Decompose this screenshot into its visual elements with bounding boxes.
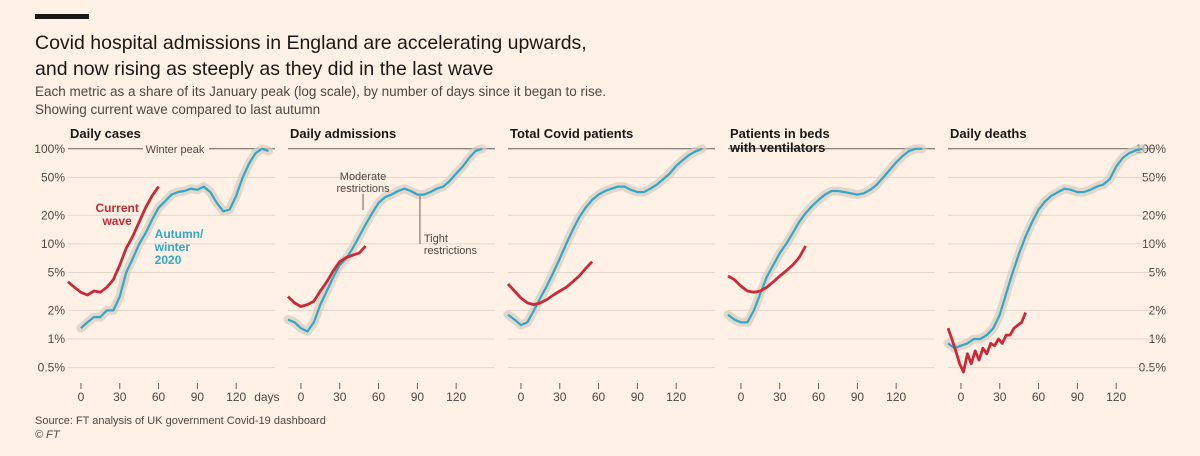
series-line-autumn-winter-2020 — [947, 147, 1143, 350]
y-tick-label-left: 100% — [34, 142, 65, 156]
x-tick-label: 60 — [372, 390, 386, 404]
source-note: Source: FT analysis of UK government Cov… — [35, 415, 326, 427]
x-tick-label: 90 — [191, 390, 205, 404]
title-line-1: Covid hospital admissions in England are… — [35, 32, 587, 54]
series-line-autumn-winter-2020 — [507, 147, 703, 327]
x-tick-label: 120 — [886, 390, 906, 404]
y-tick-label-left: 1% — [48, 332, 66, 346]
series-line-current-wave — [506, 260, 594, 306]
y-tick-label-left: 0.5% — [38, 361, 66, 375]
chart-title: Covid hospital admissions in England are… — [35, 30, 935, 82]
x-unit-label: days — [254, 390, 279, 404]
moderate-restrictions-label: Moderate — [340, 171, 386, 183]
autumn-winter-label: Autumn/ — [155, 227, 204, 241]
panel-title: Daily admissions — [290, 126, 396, 141]
series-line-current-wave — [946, 311, 1027, 374]
y-tick-label-left: 20% — [41, 208, 65, 222]
series-line-current-wave — [67, 185, 160, 297]
y-tick-label-right: 2% — [1149, 303, 1167, 317]
moderate-restrictions-label: restrictions — [336, 183, 390, 195]
title-line-2: and now rising as steeply as they did in… — [35, 58, 494, 80]
x-tick-label: 30 — [993, 390, 1007, 404]
autumn-winter-label: 2020 — [155, 253, 182, 267]
x-tick-label: 30 — [553, 390, 567, 404]
x-tick-label: 120 — [446, 390, 466, 404]
tight-restrictions-label: Tight — [424, 233, 448, 245]
x-tick-label: 120 — [1106, 390, 1126, 404]
x-tick-label: 90 — [411, 390, 425, 404]
x-tick-label: 0 — [738, 390, 745, 404]
chart-subtitle: Each metric as a share of its January pe… — [35, 83, 935, 119]
y-tick-label-left: 10% — [41, 237, 65, 251]
autumn-winter-label: winter — [154, 240, 191, 254]
winter-peak-label: Winter peak — [146, 144, 205, 156]
panel-5: Daily deaths 0 30 60 90 120 — [943, 126, 1155, 404]
y-tick-label-left: 2% — [48, 303, 66, 317]
x-tick-label: 0 — [958, 390, 965, 404]
series-line-autumn-winter-2020 — [727, 147, 923, 324]
series-band — [503, 144, 707, 330]
x-tick-label: 90 — [1071, 390, 1085, 404]
y-tick-label-right: 5% — [1149, 266, 1167, 280]
x-tick-label: 30 — [773, 390, 787, 404]
panel-title: Daily deaths — [950, 126, 1027, 141]
series-band — [943, 144, 1147, 353]
x-tick-label: 0 — [518, 390, 525, 404]
series-line-autumn-winter-2020 — [287, 147, 483, 333]
series-line-current-wave — [287, 245, 367, 308]
x-tick-label: 90 — [851, 390, 865, 404]
x-tick-label: 120 — [666, 390, 686, 404]
x-tick-label: 60 — [812, 390, 826, 404]
panel-title: Total Covid patients — [510, 126, 633, 141]
panel-3: Total Covid patients 0 30 60 90 120 — [503, 126, 715, 404]
subtitle-line-1: Each metric as a share of its January pe… — [35, 84, 607, 99]
series-band — [723, 144, 927, 327]
x-tick-label: 0 — [78, 390, 85, 404]
y-tick-label-right: 1% — [1149, 332, 1167, 346]
copyright-note: © FT — [35, 429, 60, 441]
x-tick-label: 0 — [298, 390, 305, 404]
subtitle-line-2: Showing current wave compared to last au… — [35, 102, 321, 117]
x-tick-label: 120 — [226, 390, 246, 404]
x-tick-label: 60 — [592, 390, 606, 404]
series-line-autumn-winter-2020 — [80, 147, 269, 330]
panel-title: Daily cases — [70, 126, 141, 141]
y-tick-label-left: 50% — [41, 170, 65, 184]
current-wave-label: Current — [95, 201, 138, 215]
x-tick-label: 60 — [152, 390, 166, 404]
panel-title: Patients in beds — [730, 126, 830, 141]
x-tick-label: 30 — [113, 390, 127, 404]
x-tick-label: 30 — [333, 390, 347, 404]
x-tick-label: 90 — [631, 390, 645, 404]
winter-peak-bg — [143, 141, 210, 156]
tight-restrictions-label: restrictions — [424, 245, 478, 257]
current-wave-label: wave — [101, 214, 132, 228]
series-line-current-wave — [727, 245, 807, 294]
x-tick-label: 60 — [1032, 390, 1046, 404]
top-rule — [35, 14, 89, 19]
y-tick-label-left: 5% — [48, 266, 66, 280]
panel-title: with ventilators — [729, 140, 825, 155]
panel-1: Daily cases 0 30 60 90 120 days Winter peak Curr… — [67, 126, 280, 404]
